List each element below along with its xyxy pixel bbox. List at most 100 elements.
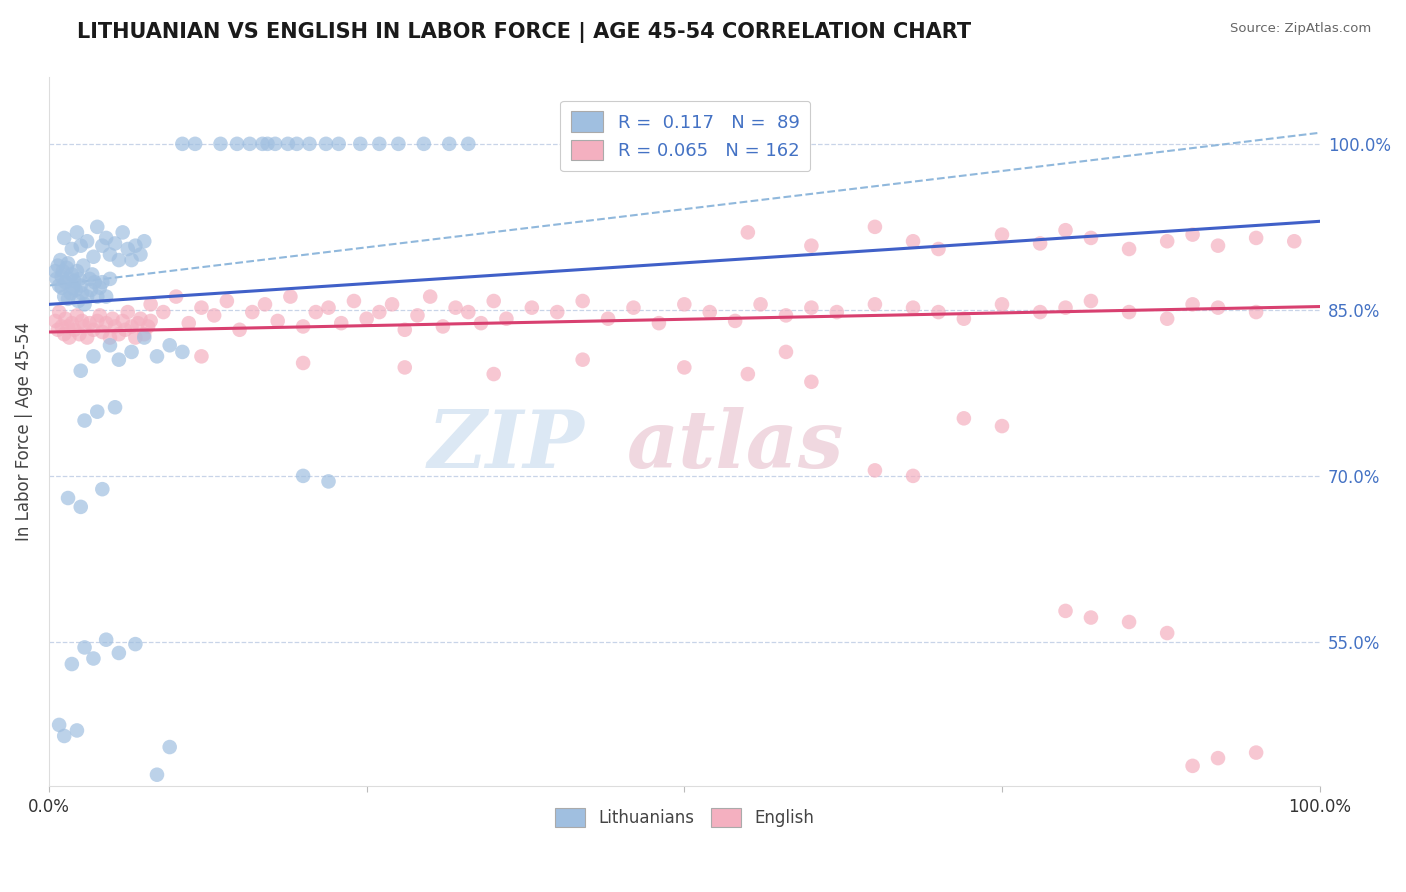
Point — [172, 345, 194, 359]
Point — [1181, 759, 1204, 773]
Point — [124, 330, 146, 344]
Point — [79, 316, 101, 330]
Point — [298, 136, 321, 151]
Point — [91, 325, 114, 339]
Point — [349, 136, 371, 151]
Point — [1054, 301, 1077, 315]
Text: LITHUANIAN VS ENGLISH IN LABOR FORCE | AGE 45-54 CORRELATION CHART: LITHUANIAN VS ENGLISH IN LABOR FORCE | A… — [77, 22, 972, 44]
Point — [387, 136, 409, 151]
Point — [91, 275, 114, 289]
Point — [48, 305, 70, 319]
Point — [56, 319, 79, 334]
Point — [73, 319, 96, 334]
Point — [111, 226, 134, 240]
Point — [280, 289, 302, 303]
Point — [60, 657, 83, 671]
Point — [129, 247, 152, 261]
Point — [73, 640, 96, 655]
Point — [673, 297, 696, 311]
Point — [863, 219, 886, 234]
Point — [419, 289, 441, 303]
Point — [59, 286, 82, 301]
Point — [394, 323, 416, 337]
Point — [457, 136, 479, 151]
Point — [457, 305, 479, 319]
Point — [60, 316, 83, 330]
Point — [134, 327, 156, 342]
Point — [55, 275, 77, 289]
Point — [202, 309, 225, 323]
Point — [66, 723, 89, 738]
Text: Source: ZipAtlas.com: Source: ZipAtlas.com — [1230, 22, 1371, 36]
Point — [165, 289, 187, 303]
Point — [190, 349, 212, 363]
Point — [152, 305, 174, 319]
Point — [69, 238, 91, 252]
Point — [571, 293, 593, 308]
Point — [117, 305, 139, 319]
Point — [69, 278, 91, 293]
Point — [76, 330, 98, 344]
Point — [623, 301, 645, 315]
Point — [356, 311, 378, 326]
Point — [136, 319, 159, 334]
Point — [1118, 305, 1140, 319]
Point — [66, 226, 89, 240]
Point — [58, 330, 80, 344]
Point — [1244, 746, 1267, 760]
Point — [1029, 305, 1052, 319]
Point — [596, 311, 619, 326]
Point — [44, 264, 66, 278]
Point — [901, 469, 924, 483]
Point — [82, 250, 104, 264]
Text: ZIP: ZIP — [427, 407, 585, 484]
Point — [1244, 231, 1267, 245]
Point — [292, 469, 315, 483]
Point — [953, 411, 976, 425]
Point — [172, 136, 194, 151]
Point — [1118, 615, 1140, 629]
Point — [108, 646, 131, 660]
Point — [69, 364, 91, 378]
Point — [56, 256, 79, 270]
Point — [253, 297, 276, 311]
Point — [48, 278, 70, 293]
Point — [240, 305, 263, 319]
Point — [104, 401, 127, 415]
Point — [159, 338, 181, 352]
Point — [330, 316, 353, 330]
Point — [108, 253, 131, 268]
Point — [55, 311, 77, 326]
Point — [495, 311, 517, 326]
Point — [111, 314, 134, 328]
Point — [267, 314, 290, 328]
Point — [82, 268, 104, 282]
Point — [277, 136, 299, 151]
Point — [96, 231, 118, 245]
Point — [394, 360, 416, 375]
Point — [82, 349, 104, 363]
Point — [86, 219, 108, 234]
Point — [114, 323, 136, 337]
Point — [124, 238, 146, 252]
Point — [1244, 305, 1267, 319]
Point — [901, 234, 924, 248]
Point — [96, 316, 118, 330]
Point — [108, 327, 131, 342]
Point — [292, 356, 315, 370]
Point — [104, 236, 127, 251]
Point — [55, 260, 77, 275]
Point — [53, 289, 76, 303]
Point — [927, 242, 949, 256]
Point — [184, 136, 207, 151]
Point — [86, 289, 108, 303]
Point — [1206, 238, 1229, 252]
Point — [53, 729, 76, 743]
Point — [104, 319, 127, 334]
Point — [1206, 301, 1229, 315]
Point — [482, 367, 505, 381]
Point — [927, 305, 949, 319]
Point — [800, 301, 823, 315]
Point — [96, 289, 118, 303]
Point — [98, 272, 121, 286]
